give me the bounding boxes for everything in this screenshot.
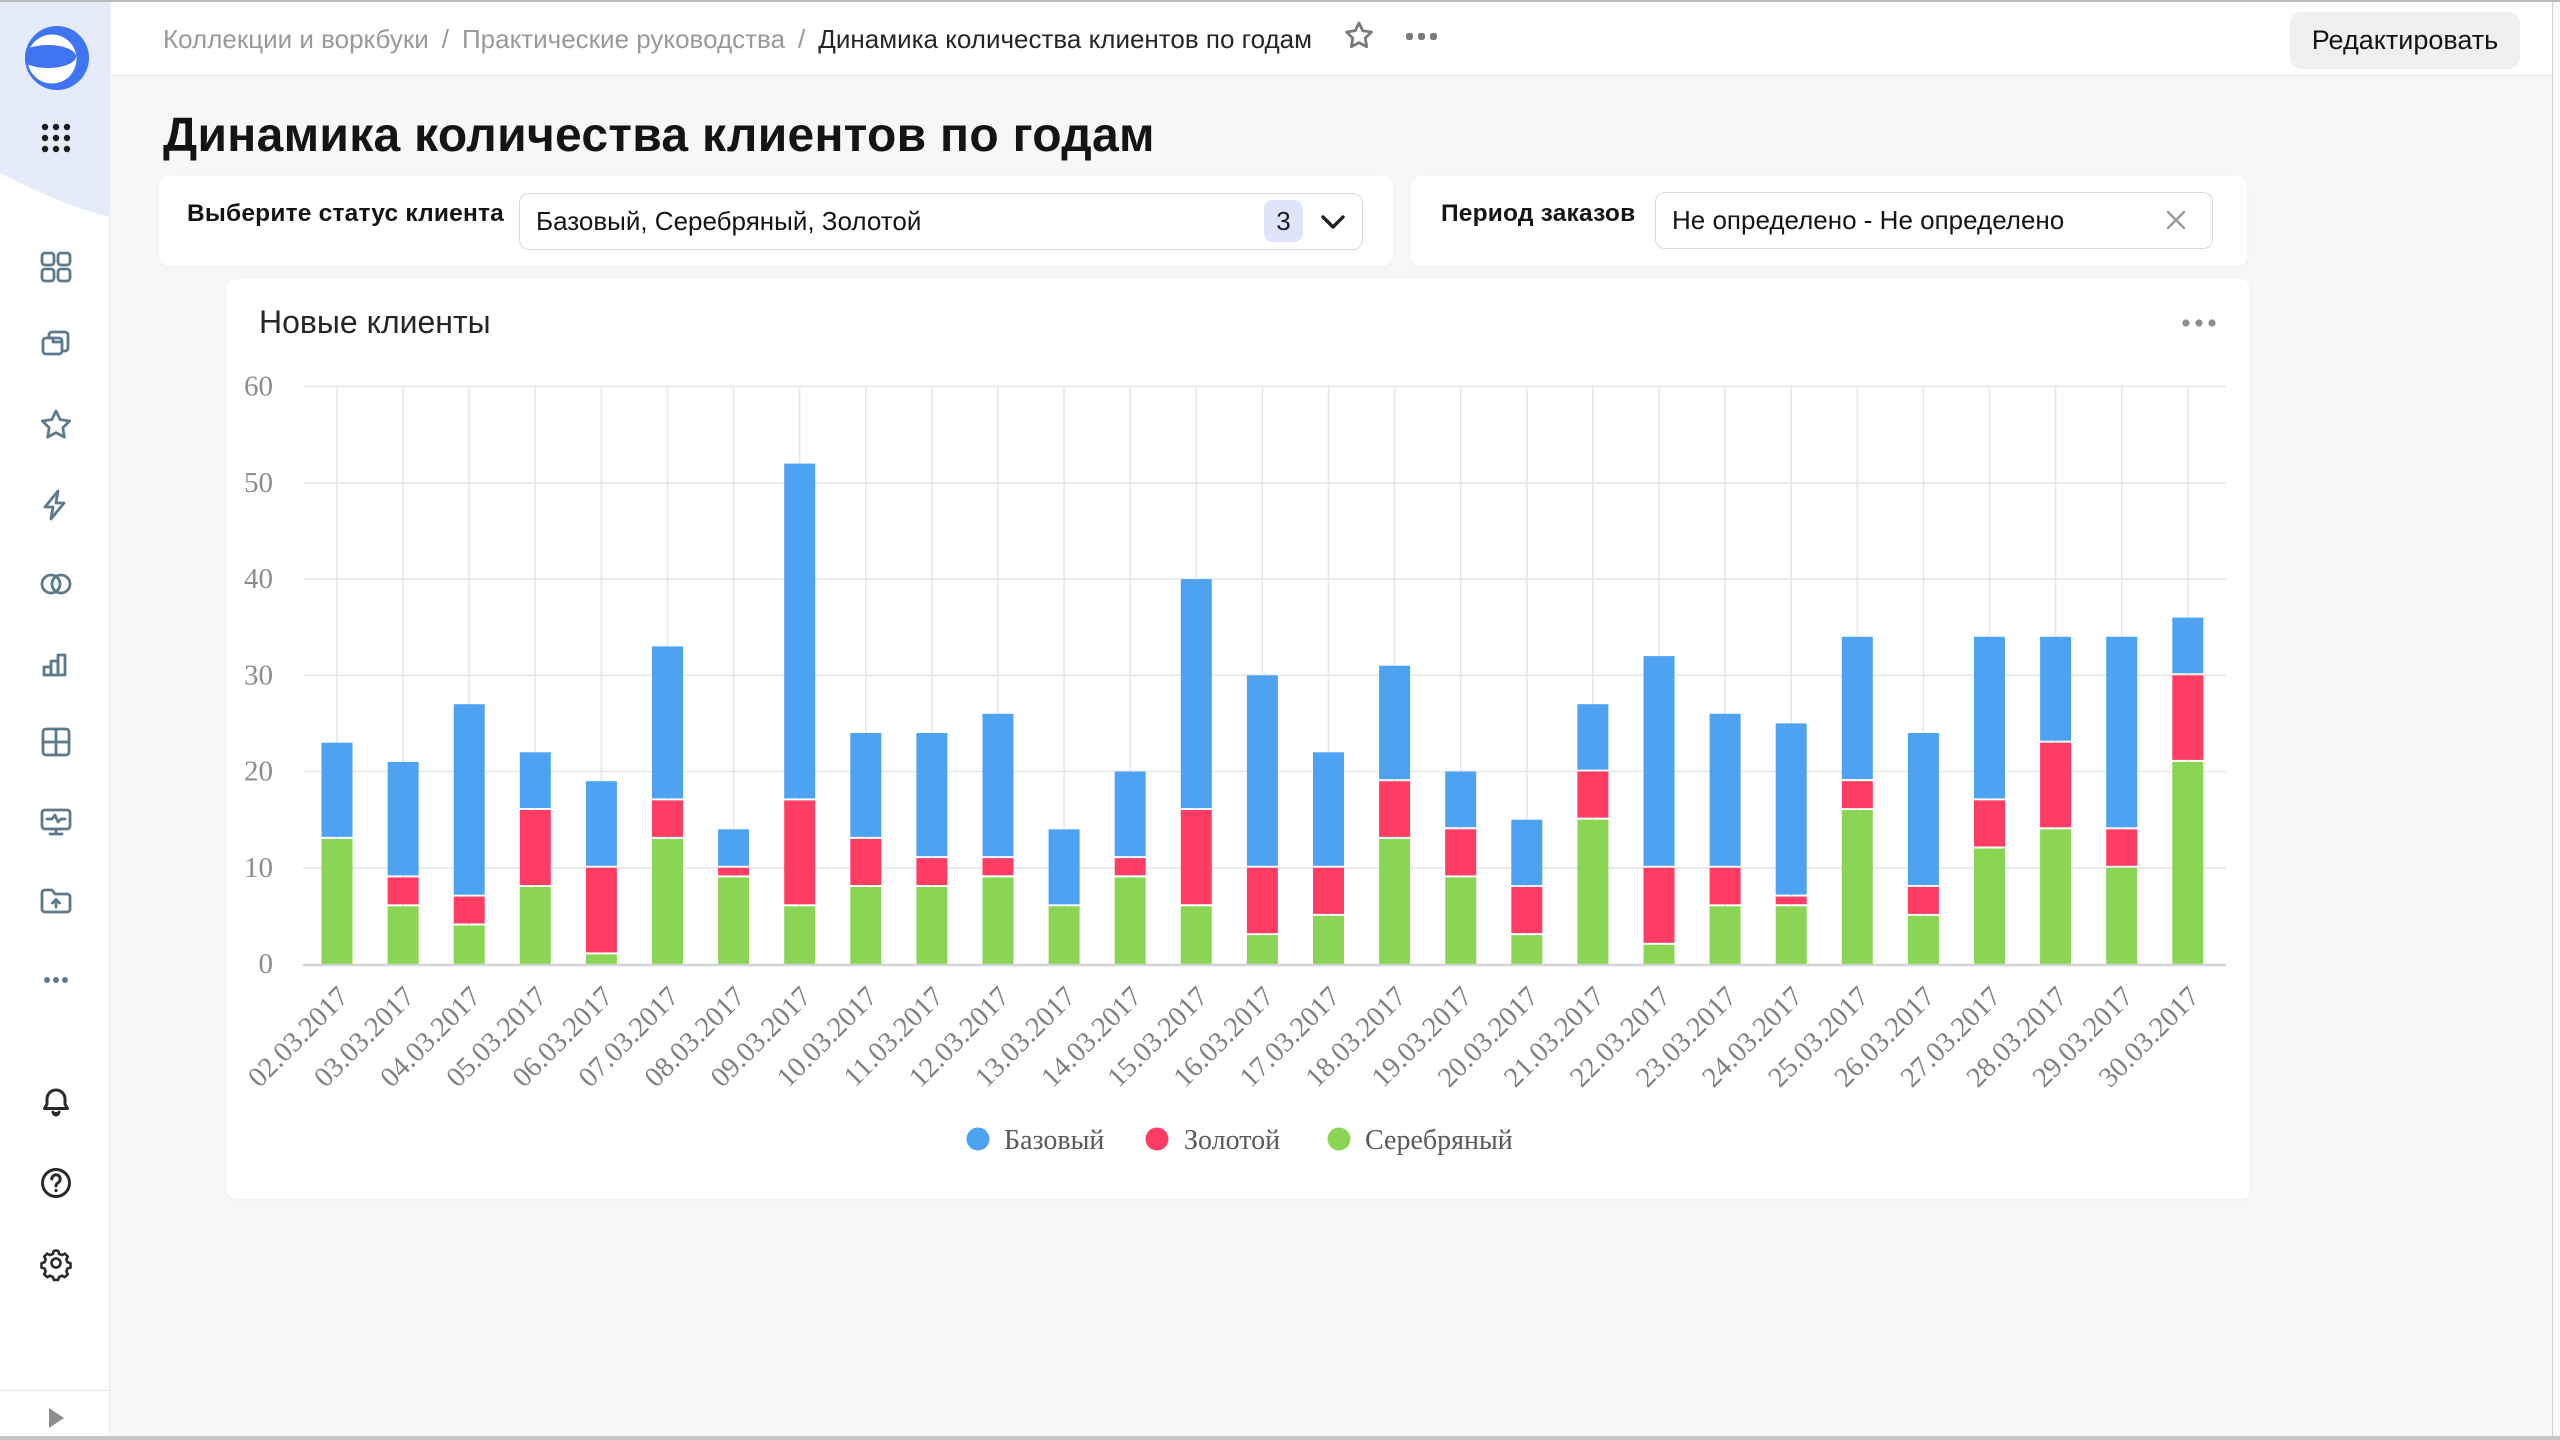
svg-text:50: 50 [244,467,273,499]
svg-text:60: 60 [244,371,273,403]
svg-text:Базовый: Базовый [1004,1125,1104,1156]
svg-text:30: 30 [244,659,273,691]
svg-text:10: 10 [244,852,273,884]
svg-text:0: 0 [259,948,274,980]
svg-text:20: 20 [244,756,273,788]
svg-text:Золотой: Золотой [1184,1125,1280,1156]
svg-text:Серебряный: Серебряный [1365,1125,1513,1156]
svg-text:40: 40 [244,563,273,595]
